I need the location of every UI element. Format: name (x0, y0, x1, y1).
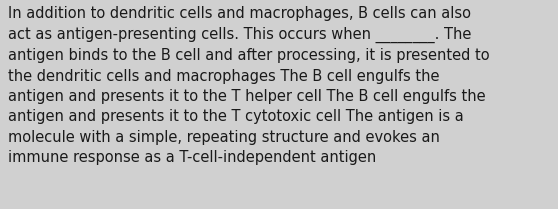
Text: In addition to dendritic cells and macrophages, B cells can also
act as antigen-: In addition to dendritic cells and macro… (8, 6, 490, 165)
